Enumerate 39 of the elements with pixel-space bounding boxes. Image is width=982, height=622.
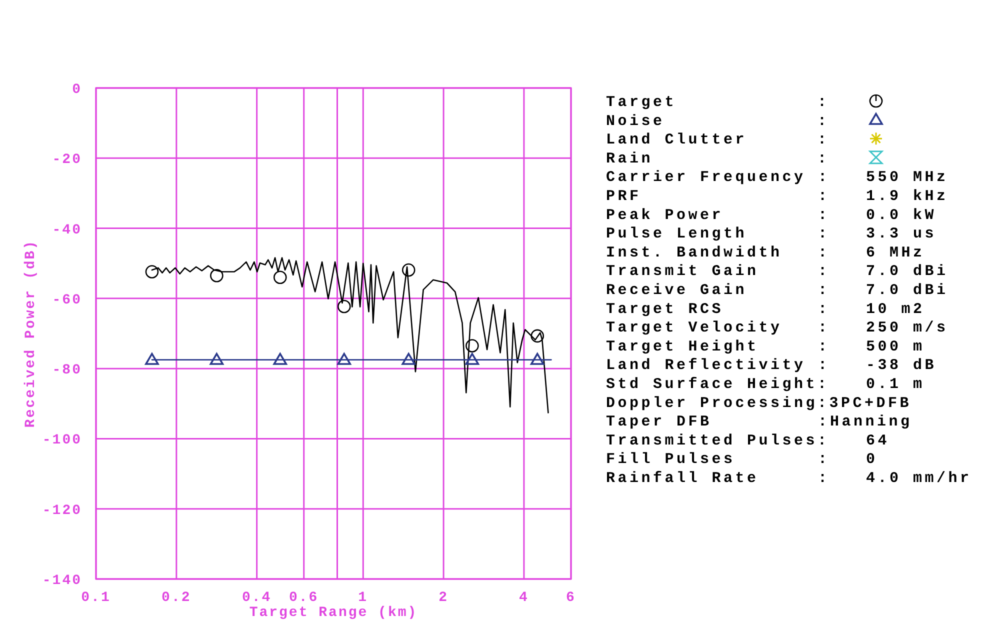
text: Land Clutter : — [606, 132, 830, 149]
text: Transmitted Pulses: 64 — [606, 432, 890, 450]
y-tick-label: -120 — [42, 502, 82, 519]
text: Carrier Frequency : 550 MHz — [606, 169, 948, 186]
text: Noise : — [606, 112, 830, 130]
x-tick-label: 0.4 — [242, 590, 272, 606]
x-axis-title: Target Range (km) — [249, 605, 418, 621]
text: Taper DFB :Hanning — [606, 414, 912, 431]
x-tick-label: 4 — [519, 590, 529, 606]
y-tick-label: 0 — [72, 82, 82, 98]
y-tick-label: -60 — [52, 292, 82, 308]
text: Rainfall Rate : 4.0 mm/hr — [606, 470, 972, 487]
text: Doppler Processing:3PC+DFB — [606, 394, 912, 412]
x-tick-label: 0.1 — [81, 590, 111, 606]
x-tick-label: 6 — [566, 590, 576, 606]
text: PRF : 1.9 kHz — [606, 188, 948, 205]
x-tick-label: 0.6 — [289, 590, 319, 606]
text: Land Reflectivity : -38 dB — [606, 357, 937, 374]
x-tick-label: 0.2 — [162, 590, 192, 606]
y-tick-label: -80 — [52, 362, 82, 379]
y-tick-label: -140 — [42, 573, 82, 589]
text: Pulse Length : 3.3 us — [606, 226, 937, 243]
text: Inst. Bandwidth : 6 MHz — [606, 244, 925, 262]
text: Peak Power : 0.0 kW — [606, 206, 937, 224]
text: Fill Pulses : 0 — [606, 451, 878, 468]
x-tick-label: 2 — [438, 590, 448, 606]
text: Target Height : 500 m — [606, 338, 925, 356]
text: Std Surface Height: 0.1 m — [606, 376, 925, 393]
text: Receive Gain : 7.0 dBi — [606, 282, 948, 299]
x-tick-label: 1 — [358, 590, 368, 606]
y-tick-label: -20 — [52, 152, 82, 168]
text: Transmit Gain : 7.0 dBi — [606, 263, 948, 280]
text: Target : — [606, 94, 830, 111]
text: Target Velocity : 250 m/s — [606, 320, 948, 337]
y-tick-label: -100 — [42, 432, 82, 449]
text: Rain : — [606, 150, 830, 168]
text: Target RCS : 10 m2 — [606, 300, 925, 318]
y-axis-title: Received Power (dB) — [23, 239, 39, 428]
y-tick-label: -40 — [52, 222, 82, 238]
